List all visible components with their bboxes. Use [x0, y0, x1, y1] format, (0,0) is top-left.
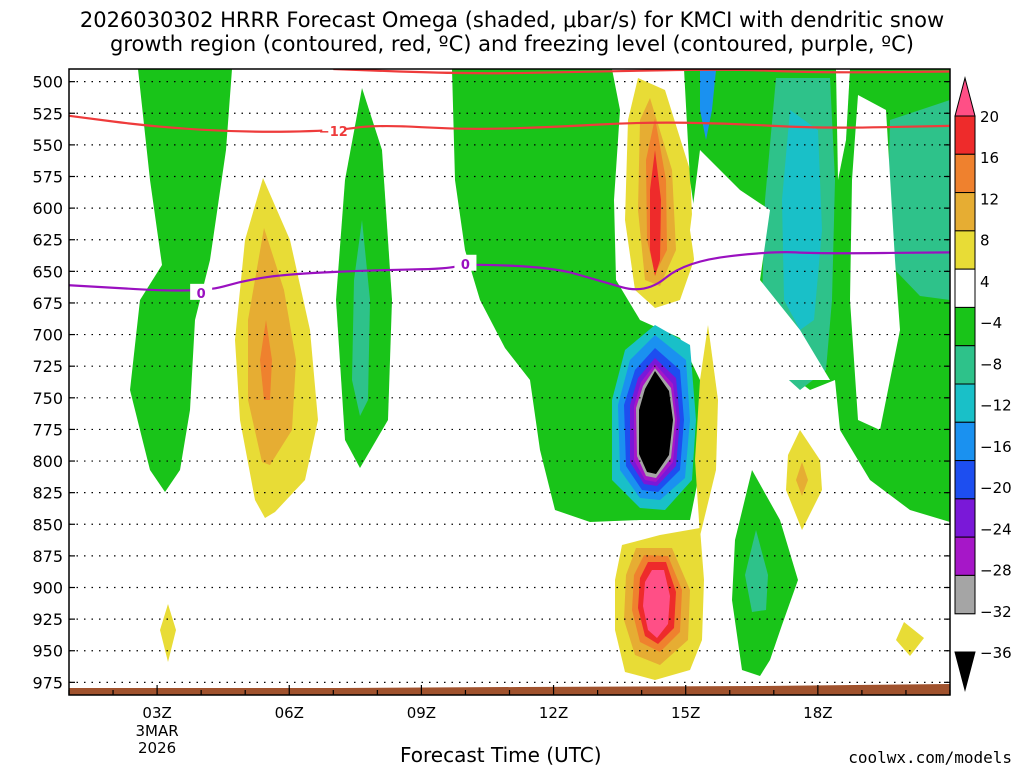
contour-line	[69, 251, 950, 292]
y-tick-label: 875	[32, 547, 63, 566]
colorbar-bottom-arrow	[954, 651, 976, 692]
y-tick-label: 725	[32, 357, 63, 376]
y-tick-label: 600	[32, 199, 63, 218]
contour-label: −12	[319, 125, 348, 140]
colorbar-label: −28	[980, 562, 1012, 580]
y-tick-label: 750	[32, 389, 63, 408]
descent-blob-17z-8	[796, 462, 808, 496]
colorbar-swatch	[954, 498, 976, 538]
contours: −12 0 0	[69, 69, 950, 302]
contour-line	[69, 114, 950, 133]
colorbar-swatch	[954, 536, 976, 576]
ascent-lower-16z-12	[745, 530, 768, 612]
colorbar-swatch	[954, 230, 976, 270]
contour-line	[333, 69, 950, 75]
colorbar-label: −8	[980, 355, 1002, 373]
colorbar: 20 16 12 8 4 −4 −8 −12 −16 −20 −24 −28 −32 −36	[954, 76, 1012, 692]
colorbar-label: −12	[980, 397, 1012, 415]
y-tick-label: 675	[32, 294, 63, 313]
colorbar-label: −20	[980, 479, 1012, 497]
y-tick-label: 525	[32, 104, 63, 123]
contour-label: 0	[461, 258, 470, 273]
descent-blob-19z	[896, 622, 924, 656]
x-axis-title: Forecast Time (UTC)	[400, 743, 602, 767]
x-tick-label: 09Z	[407, 704, 436, 722]
y-tick-label: 650	[32, 262, 63, 281]
y-tick-label: 925	[32, 610, 63, 629]
gap-right-2	[850, 95, 900, 430]
chart-title-line2: growth region (contoured, red, ºC) and f…	[110, 32, 914, 56]
colorbar-swatch	[954, 421, 976, 462]
colorbar-swatch	[954, 153, 976, 194]
y-tick-label: 775	[32, 420, 63, 439]
y-tick-label: 500	[32, 73, 63, 92]
y-axis: 500 525 550 575 600 625 650 675 700 725 750 775 800 8…	[32, 73, 950, 692]
y-tick-label: 700	[32, 326, 63, 345]
chart-title-line1: 2026030302 HRRR Forecast Omega (shaded, …	[79, 8, 945, 32]
gap-right-3	[690, 150, 830, 380]
contour-label-bg	[322, 121, 345, 138]
contour-label-bg	[454, 254, 477, 271]
x-tick-label: 12Z	[539, 704, 568, 722]
colorbar-label: −24	[980, 520, 1012, 538]
descent-plume-left-8	[248, 228, 296, 465]
omega-shading	[130, 69, 950, 680]
colorbar-swatch	[954, 268, 976, 308]
x-tick-label: 06Z	[275, 704, 304, 722]
colorbar-swatch	[954, 306, 976, 347]
colorbar-label: 20	[980, 108, 999, 126]
colorbar-swatch	[954, 383, 976, 423]
ascent-region-right-12	[782, 110, 822, 330]
gap-right-1	[836, 69, 850, 180]
colorbar-label: −36	[980, 644, 1012, 662]
descent-column-15z	[695, 325, 718, 536]
y-tick-label: 950	[32, 642, 63, 661]
colorbar-label: −4	[980, 314, 1002, 332]
contour-label: 0	[197, 287, 206, 302]
colorbar-swatch	[954, 574, 976, 615]
y-tick-label: 900	[32, 579, 63, 598]
x-tick-label: 15Z	[671, 704, 700, 722]
colorbar-label: 8	[980, 232, 990, 250]
ascent-column-08z-12	[352, 220, 370, 416]
colorbar-label: −32	[980, 603, 1012, 621]
y-tick-label: 850	[32, 515, 63, 534]
credit-text: coolwx.com/models	[848, 748, 1012, 767]
contour-label-bg	[190, 283, 213, 300]
colorbar-label: 4	[980, 273, 990, 291]
y-tick-label: 800	[32, 452, 63, 471]
y-tick-label: 575	[32, 167, 63, 186]
descent-plume-left-12	[260, 320, 272, 400]
colorbar-top-arrow	[954, 76, 976, 117]
y-tick-label: 975	[32, 673, 63, 692]
colorbar-swatch	[954, 460, 976, 500]
descent-upper-14z-16	[650, 150, 661, 276]
colorbar-swatch	[954, 345, 976, 385]
x-tick-label: 18Z	[803, 704, 832, 722]
y-tick-label: 625	[32, 231, 63, 250]
descent-lower-14z-20	[643, 570, 670, 638]
colorbar-label: 16	[980, 149, 999, 167]
y-tick-label: 825	[32, 484, 63, 503]
descent-blob-04z	[160, 604, 176, 662]
y-tick-label: 550	[32, 136, 63, 155]
ascent-region-left	[130, 69, 232, 492]
x-date-label: 3MAR	[136, 722, 179, 740]
x-tick-label: 03Z	[142, 704, 171, 722]
colorbar-label: −16	[980, 438, 1012, 456]
ascent-core-center	[639, 371, 673, 474]
colorbar-swatch	[954, 192, 976, 232]
ascent-region-right-8b	[888, 100, 950, 300]
x-year-label: 2026	[138, 739, 176, 757]
colorbar-label: 12	[980, 190, 999, 208]
colorbar-swatch	[954, 115, 976, 155]
